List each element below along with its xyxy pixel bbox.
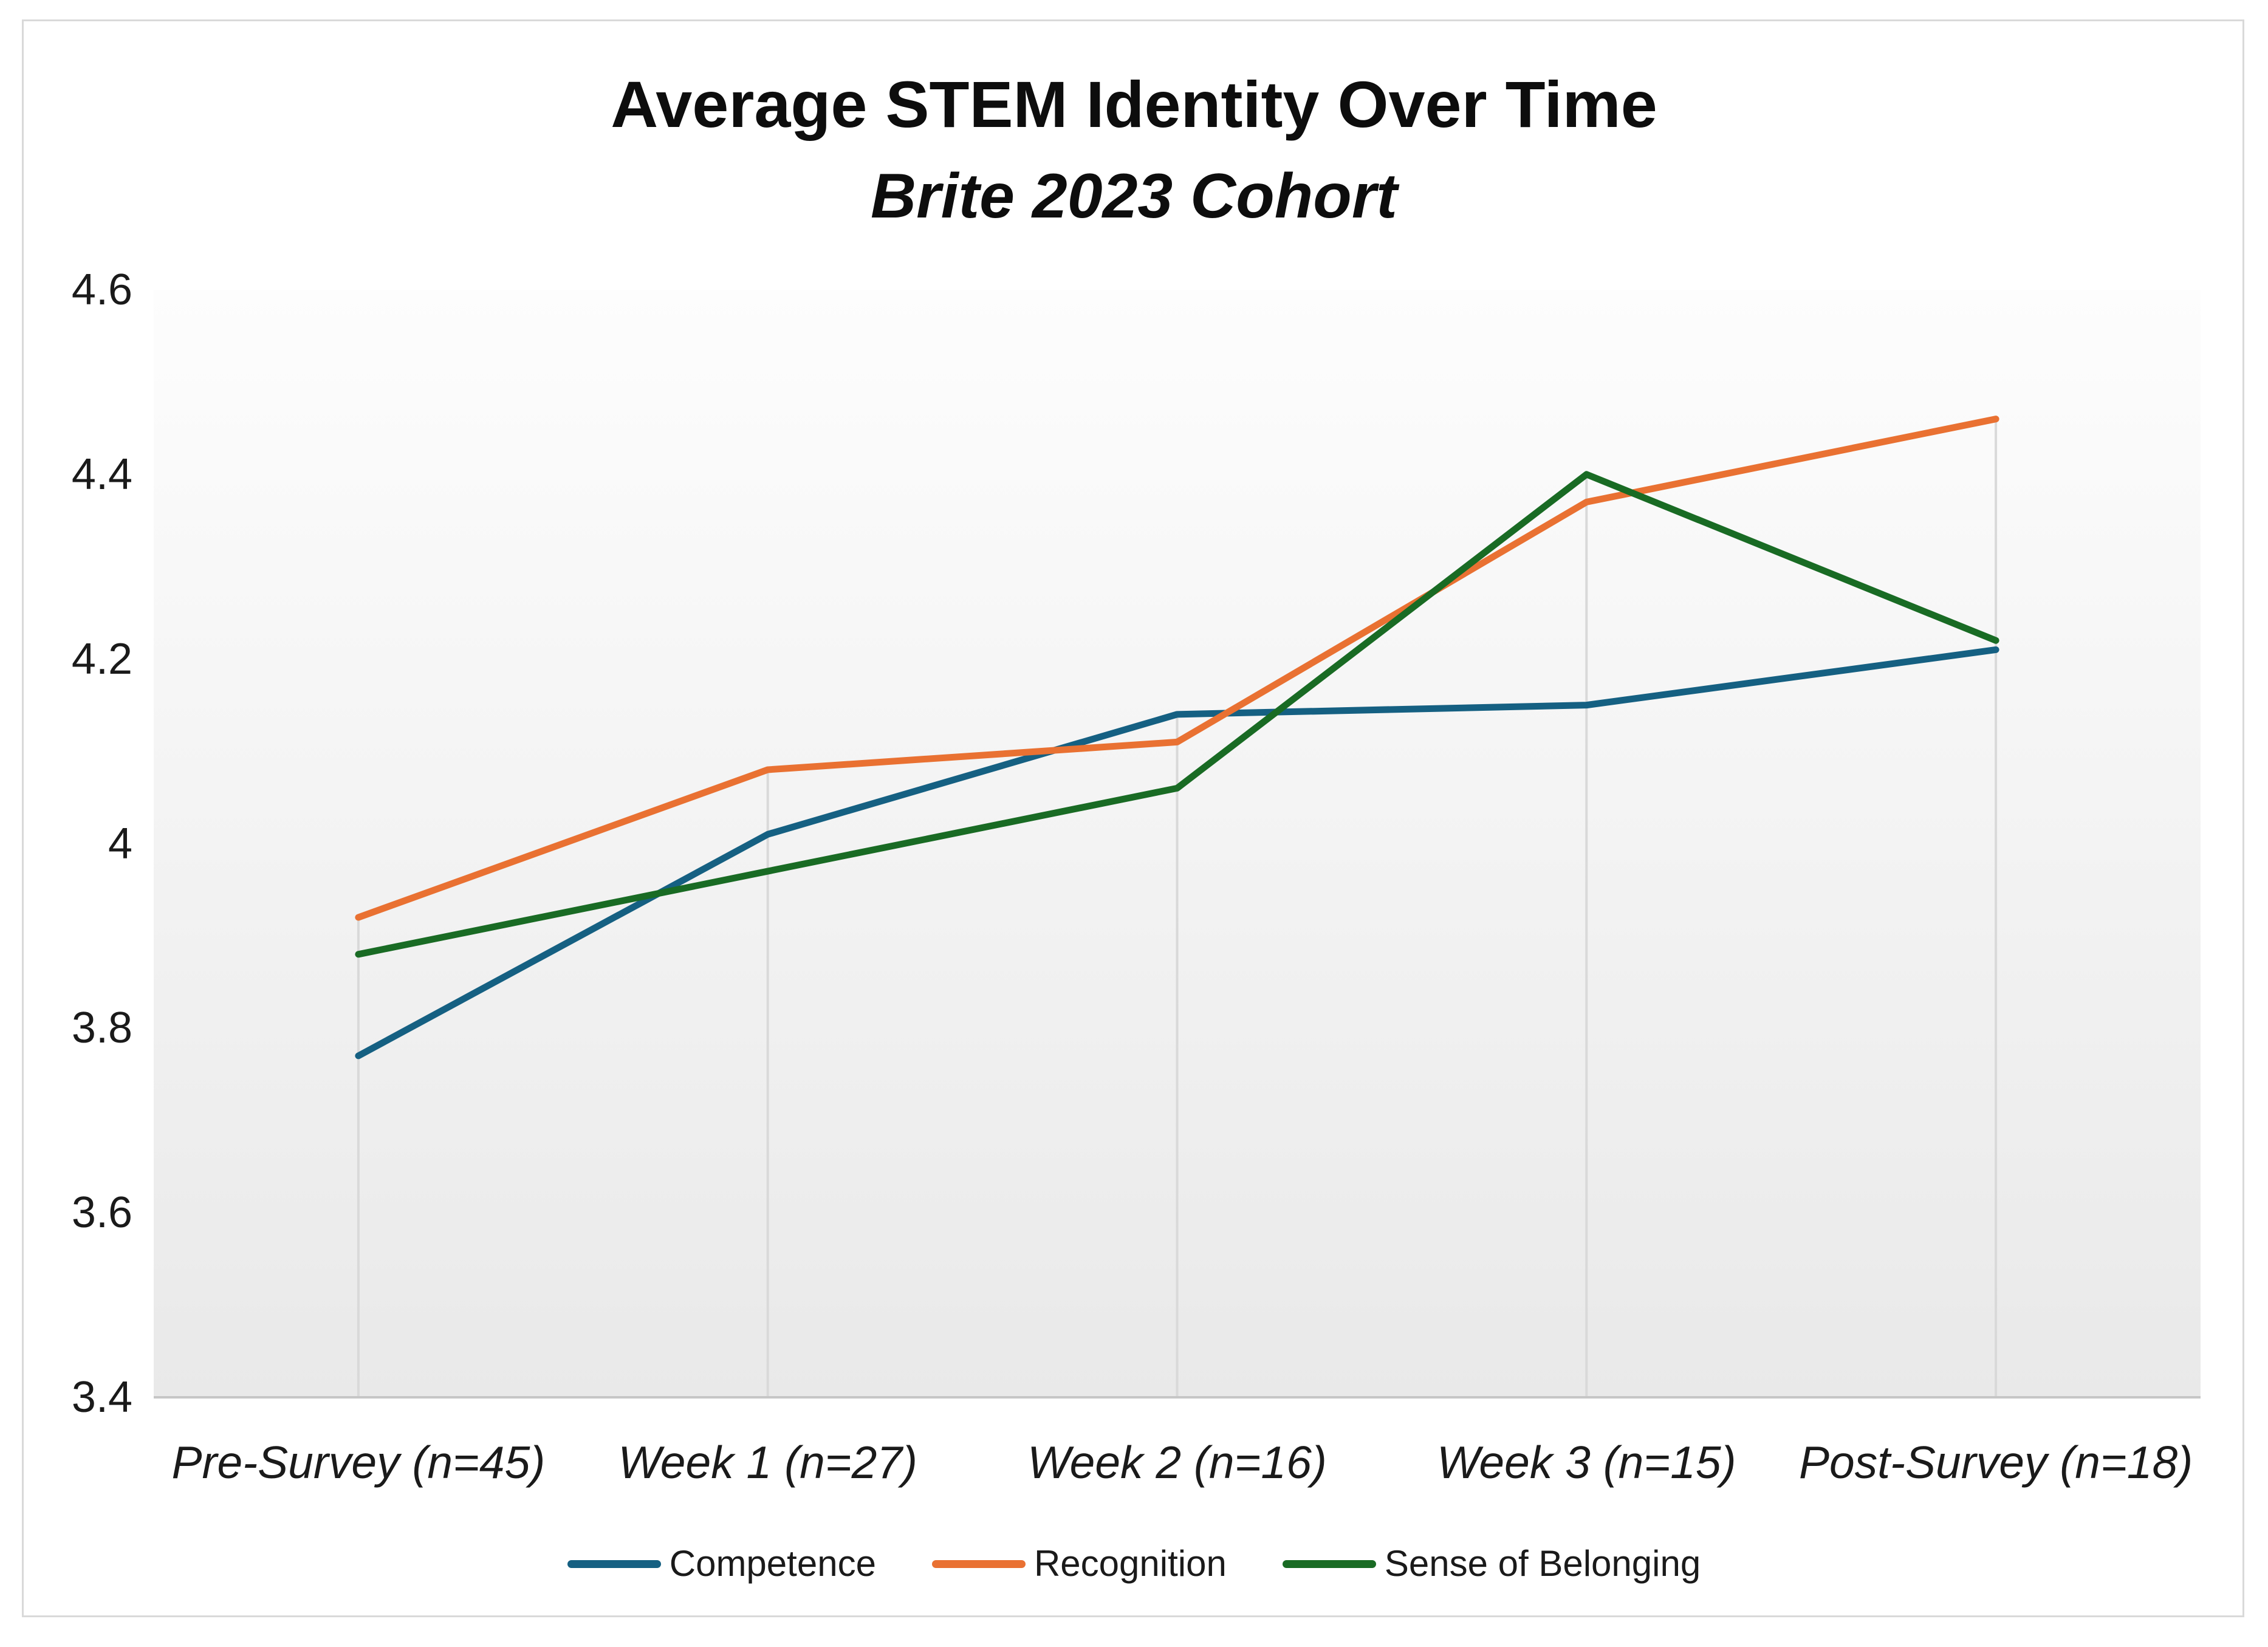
y-axis-tick-label: 3.6: [71, 1188, 132, 1238]
chart-title: Average STEM Identity Over Time: [611, 67, 1657, 141]
legend-item-recognition: Recognition: [931, 1536, 1227, 1591]
x-axis-category-label: Week 3 (n=15): [1436, 1437, 1736, 1488]
series-line-sense-of-belonging: [355, 471, 1999, 958]
legend-swatch-competence: [567, 1560, 661, 1568]
y-axis-tick-label: 4: [108, 819, 132, 868]
legend-item-competence: Competence: [567, 1536, 876, 1591]
legend-swatch-sense-of-belonging: [1282, 1560, 1376, 1568]
y-axis-tick-label: 3.8: [71, 1004, 132, 1053]
series-line-competence: [355, 646, 1999, 1060]
y-axis-tick-label: 3.4: [71, 1373, 132, 1422]
legend-label: Sense of Belonging: [1384, 1543, 1701, 1584]
legend-label: Recognition: [1033, 1543, 1227, 1584]
legend-swatch-recognition: [931, 1560, 1026, 1568]
legend-item-sense-of-belonging: Sense of Belonging: [1282, 1536, 1701, 1591]
legend-label: Competence: [669, 1543, 876, 1584]
x-axis-category-label: Post-Survey (n=18): [1798, 1437, 2193, 1488]
legend: Competence Recognition Sense of Belonging: [0, 1533, 2268, 1594]
y-axis-tick-label: 4.4: [71, 450, 132, 499]
y-axis-tick-label: 4.2: [71, 634, 132, 683]
y-axis-tick-label: 4.6: [71, 265, 132, 314]
x-axis-category-label: Pre-Survey (n=45): [171, 1437, 546, 1488]
chart-subtitle: Brite 2023 Cohort: [871, 161, 1397, 231]
x-axis-category-label: Week 2 (n=16): [1027, 1437, 1327, 1488]
series-line-recognition: [355, 416, 1999, 921]
x-axis-category-label: Week 1 (n=27): [618, 1437, 917, 1488]
